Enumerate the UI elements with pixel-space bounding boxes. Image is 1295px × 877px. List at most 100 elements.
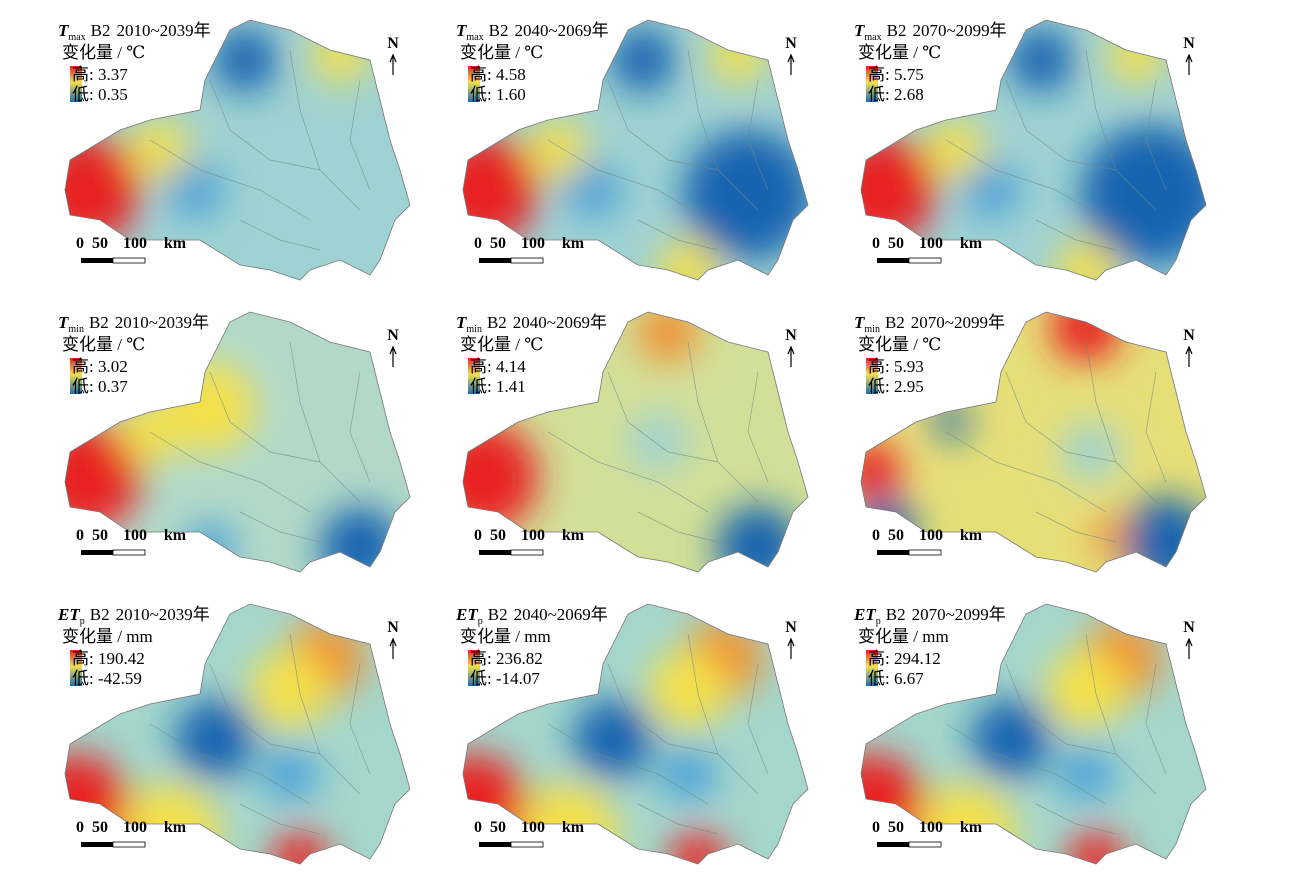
scale-label: 50 [92, 235, 108, 252]
variable: T [456, 21, 467, 40]
scale-label: 50 [888, 235, 904, 252]
field-blob [683, 130, 808, 260]
scale-bar-black [877, 258, 909, 263]
unit-label: 变化量 / mm [62, 627, 153, 646]
variable: ET [57, 605, 80, 624]
legend-ramp [866, 358, 878, 394]
field-blob [528, 120, 588, 180]
unit-label: 变化量 / ℃ [62, 43, 145, 62]
field-blob [1051, 312, 1121, 362]
scale-label: 0 [474, 527, 482, 544]
north-label: N [785, 327, 797, 344]
color-field [463, 27, 808, 280]
river [149, 139, 311, 221]
variable: T [854, 313, 865, 332]
legend-low: 低: -42.59 [72, 669, 142, 688]
river [1035, 219, 1117, 251]
field-blob [250, 649, 330, 729]
period: 2040~2069年 [514, 21, 608, 40]
period: 2070~2099年 [911, 313, 1005, 332]
scale-label: 0 [474, 819, 482, 836]
legend-ramp [866, 66, 878, 102]
legend-high: 高: 5.93 [868, 357, 924, 376]
river [1005, 663, 1157, 795]
river [687, 49, 719, 171]
legend-high: 高: 4.58 [470, 65, 526, 84]
scale-bar-white [112, 841, 146, 848]
scale-label: km [164, 527, 187, 544]
legend-low: 低: 2.68 [868, 85, 924, 104]
legend-low: 低: -14.07 [470, 669, 540, 688]
river [1145, 371, 1167, 483]
scenario: B2 [885, 313, 905, 332]
scale-label: 50 [888, 527, 904, 544]
north-arrow [389, 345, 397, 367]
variable: T [456, 313, 467, 332]
variable: T [58, 313, 69, 332]
field-blob [716, 505, 800, 572]
legend-ramp [70, 650, 82, 686]
scale-bar-white [908, 841, 942, 848]
field-blob [660, 746, 716, 802]
period: 2010~2039年 [116, 21, 210, 40]
scale-bar-black [479, 550, 511, 555]
scale-bar-black [479, 842, 511, 847]
river [945, 139, 1107, 221]
scale-label: 100 [123, 527, 147, 544]
north-label: N [387, 619, 399, 636]
variable: T [854, 21, 865, 40]
legend-ramp [70, 358, 82, 394]
scale-bar-black [877, 842, 909, 847]
river [209, 371, 361, 503]
scale-label: 0 [872, 819, 880, 836]
river [1035, 803, 1117, 835]
river [747, 663, 769, 775]
scale-bar-white [510, 257, 544, 264]
panel-title: Tmin B2 2070~2099年 [854, 313, 1005, 335]
field-blob [130, 120, 190, 180]
field-blob [565, 162, 621, 218]
basin-map [65, 604, 410, 864]
field-blob [262, 746, 318, 802]
river [637, 511, 719, 543]
legend-high: 高: 190.42 [72, 649, 145, 668]
river [289, 49, 321, 171]
river [239, 219, 321, 251]
variable-subscript: min [68, 324, 84, 335]
field-blob [628, 412, 688, 472]
panel-title: Tmax B2 2010~2039年 [58, 21, 211, 43]
panel-title: ETp B2 2040~2069年 [455, 605, 608, 627]
scale-label: 100 [123, 819, 147, 836]
river [289, 633, 321, 755]
scale-label: 50 [490, 819, 506, 836]
field-blob [320, 507, 400, 572]
field-blob [1061, 422, 1121, 482]
field-blob [463, 135, 538, 245]
unit-label: 变化量 / ℃ [460, 335, 543, 354]
river [747, 371, 769, 483]
scale-label: 50 [92, 527, 108, 544]
legend-low: 低: 6.67 [868, 669, 924, 688]
legend-low: 低: 1.41 [470, 377, 526, 396]
period: 2040~2069年 [514, 605, 608, 624]
variable-subscript: max [864, 32, 881, 43]
scale-bar-white [908, 549, 942, 556]
scale-label: km [164, 819, 187, 836]
field-blob [861, 497, 916, 557]
field-blob [1068, 831, 1124, 864]
scale-bar-black [81, 842, 113, 847]
legend-ramp [70, 66, 82, 102]
panel-title: Tmax B2 2070~2099年 [854, 21, 1007, 43]
scale-label: km [960, 819, 983, 836]
field-blob [573, 699, 653, 779]
north-arrow [389, 637, 397, 659]
field-blob [1009, 28, 1073, 92]
scale-label: 50 [92, 819, 108, 836]
field-blob [638, 312, 698, 362]
river [289, 341, 321, 463]
scale-label: 50 [888, 819, 904, 836]
scale-label: 0 [76, 527, 84, 544]
scenario: B2 [89, 313, 109, 332]
